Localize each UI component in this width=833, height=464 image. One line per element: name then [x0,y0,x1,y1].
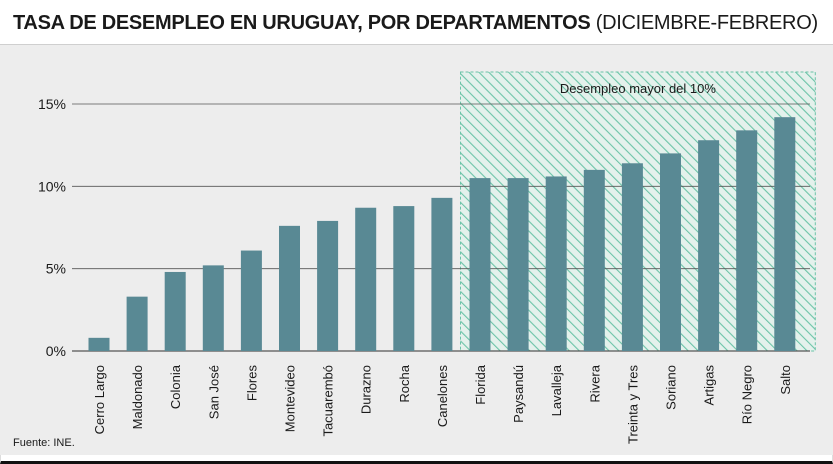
bar-lavalleja [545,176,567,351]
bar-paysand- [507,178,529,351]
x-tick-label: Durazno [359,365,374,414]
x-tick-label: Montevideo [283,365,298,432]
bar-soriano [660,153,681,351]
x-tick-label: Colonia [168,364,183,409]
bar-rivera [583,169,605,351]
x-tick-label: Florida [473,364,488,405]
title-main: TASA DE DESEMPLEO EN URUGUAY, POR DEPART… [13,12,591,34]
bar-r-o-negro [736,130,758,351]
x-tick-label: Río Negro [740,365,755,424]
x-tick-label: Canelones [435,365,450,428]
bar-tacuaremb- [317,220,339,351]
x-tick-label: Tacuarembó [321,365,336,437]
x-tick-label: Flores [244,365,259,402]
x-tick-label: Artigas [702,365,717,406]
chart-header: TASA DE DESEMPLEO EN URUGUAY, POR DEPART… [0,0,833,45]
x-tick-label: Maldonado [130,365,145,429]
y-tick-label: 15% [38,96,66,112]
highlight-zone-label: Desempleo mayor del 10% [560,81,717,96]
bar-salto [774,117,796,351]
bar-artigas [698,140,720,351]
bar-flores [240,250,262,351]
bar-canelones [431,197,453,351]
y-tick-label: 10% [38,178,66,194]
bar-colonia [164,271,186,351]
x-tick-label: Soriano [664,365,679,410]
x-tick-label: Lavalleja [549,364,564,416]
title-subtitle: (DICIEMBRE-FEBRERO) [595,12,818,34]
bar-treinta-y-tres [621,163,643,351]
bar-rocha [393,206,415,351]
x-tick-label: Paysandú [511,365,526,423]
bar-florida [469,178,491,351]
bar-cerro-largo [88,337,110,351]
x-tick-label: Rocha [397,364,412,402]
x-tick-label: Rivera [587,364,602,402]
bar-san-jos- [202,265,224,351]
chart-title: TASA DE DESEMPLEO EN URUGUAY, POR DEPART… [13,11,818,35]
x-tick-label: Salto [778,365,793,395]
bar-durazno [355,207,377,351]
x-tick-label: Treinta y Tres [625,365,640,444]
y-tick-label: 0% [46,343,66,359]
source-note: Fuente: INE. [13,437,75,449]
bar-montevideo [279,225,300,351]
bar-maldonado [126,296,148,351]
x-tick-label: San José [206,365,221,419]
y-tick-label: 5% [46,261,66,277]
x-tick-label: Cerro Largo [92,365,107,434]
